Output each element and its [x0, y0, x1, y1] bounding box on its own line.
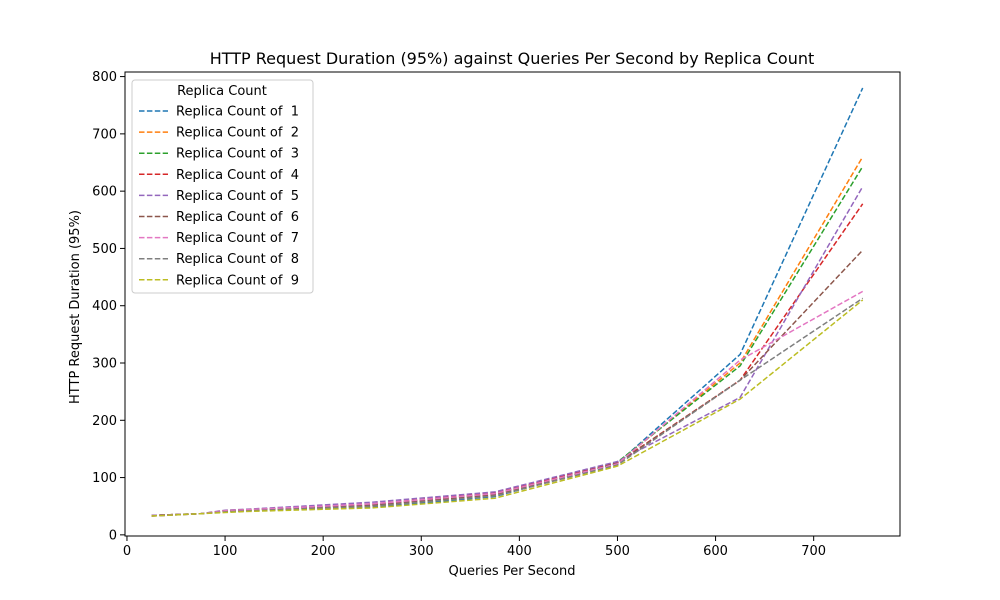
- y-axis: 0 100 200 300 400 500 600 700 800: [92, 70, 125, 543]
- legend: Replica Count Replica Count of 1 Replica …: [131, 79, 314, 294]
- legend-label-2: Replica Count of 2: [176, 126, 299, 141]
- plot-frame: [124, 71, 901, 537]
- legend-label-8: Replica Count of 8: [176, 252, 299, 267]
- y-tick-label: 600: [92, 185, 117, 200]
- x-axis-label: Queries Per Second: [448, 564, 575, 579]
- y-tick-label: 100: [92, 471, 117, 486]
- x-tick-label: 600: [703, 544, 728, 559]
- x-tick-label: 100: [213, 544, 238, 559]
- y-tick-label: 0: [109, 528, 117, 543]
- legend-label-7: Replica Count of 7: [176, 231, 299, 246]
- y-tick-label: 800: [92, 70, 117, 85]
- legend-box: [131, 79, 314, 294]
- x-tick-label: 0: [123, 544, 131, 559]
- series-line-9: [151, 299, 864, 517]
- y-tick-label: 200: [92, 414, 117, 429]
- x-tick-label: 200: [311, 544, 336, 559]
- legend-label-3: Replica Count of 3: [176, 147, 299, 162]
- y-tick-label: 400: [92, 299, 117, 314]
- chart-title: HTTP Request Duration (95%) against Quer…: [210, 49, 815, 68]
- x-tick-label: 500: [605, 544, 630, 559]
- x-axis: 0 100 200 300 400 500 600 700: [123, 536, 826, 559]
- y-tick-label: 300: [92, 357, 117, 372]
- legend-label-5: Replica Count of 5: [176, 189, 299, 204]
- y-tick-label: 500: [92, 242, 117, 257]
- legend-label-6: Replica Count of 6: [176, 210, 299, 225]
- x-tick-label: 700: [801, 544, 826, 559]
- legend-title: Replica Count: [177, 84, 267, 99]
- plot-area: [124, 71, 901, 537]
- x-tick-label: 400: [507, 544, 532, 559]
- legend-label-9: Replica Count of 9: [176, 273, 299, 288]
- x-tick-label: 300: [409, 544, 434, 559]
- legend-label-4: Replica Count of 4: [176, 168, 299, 183]
- y-tick-label: 700: [92, 127, 117, 142]
- legend-label-1: Replica Count of 1: [176, 105, 299, 120]
- y-axis-label: HTTP Request Duration (95%): [68, 210, 83, 404]
